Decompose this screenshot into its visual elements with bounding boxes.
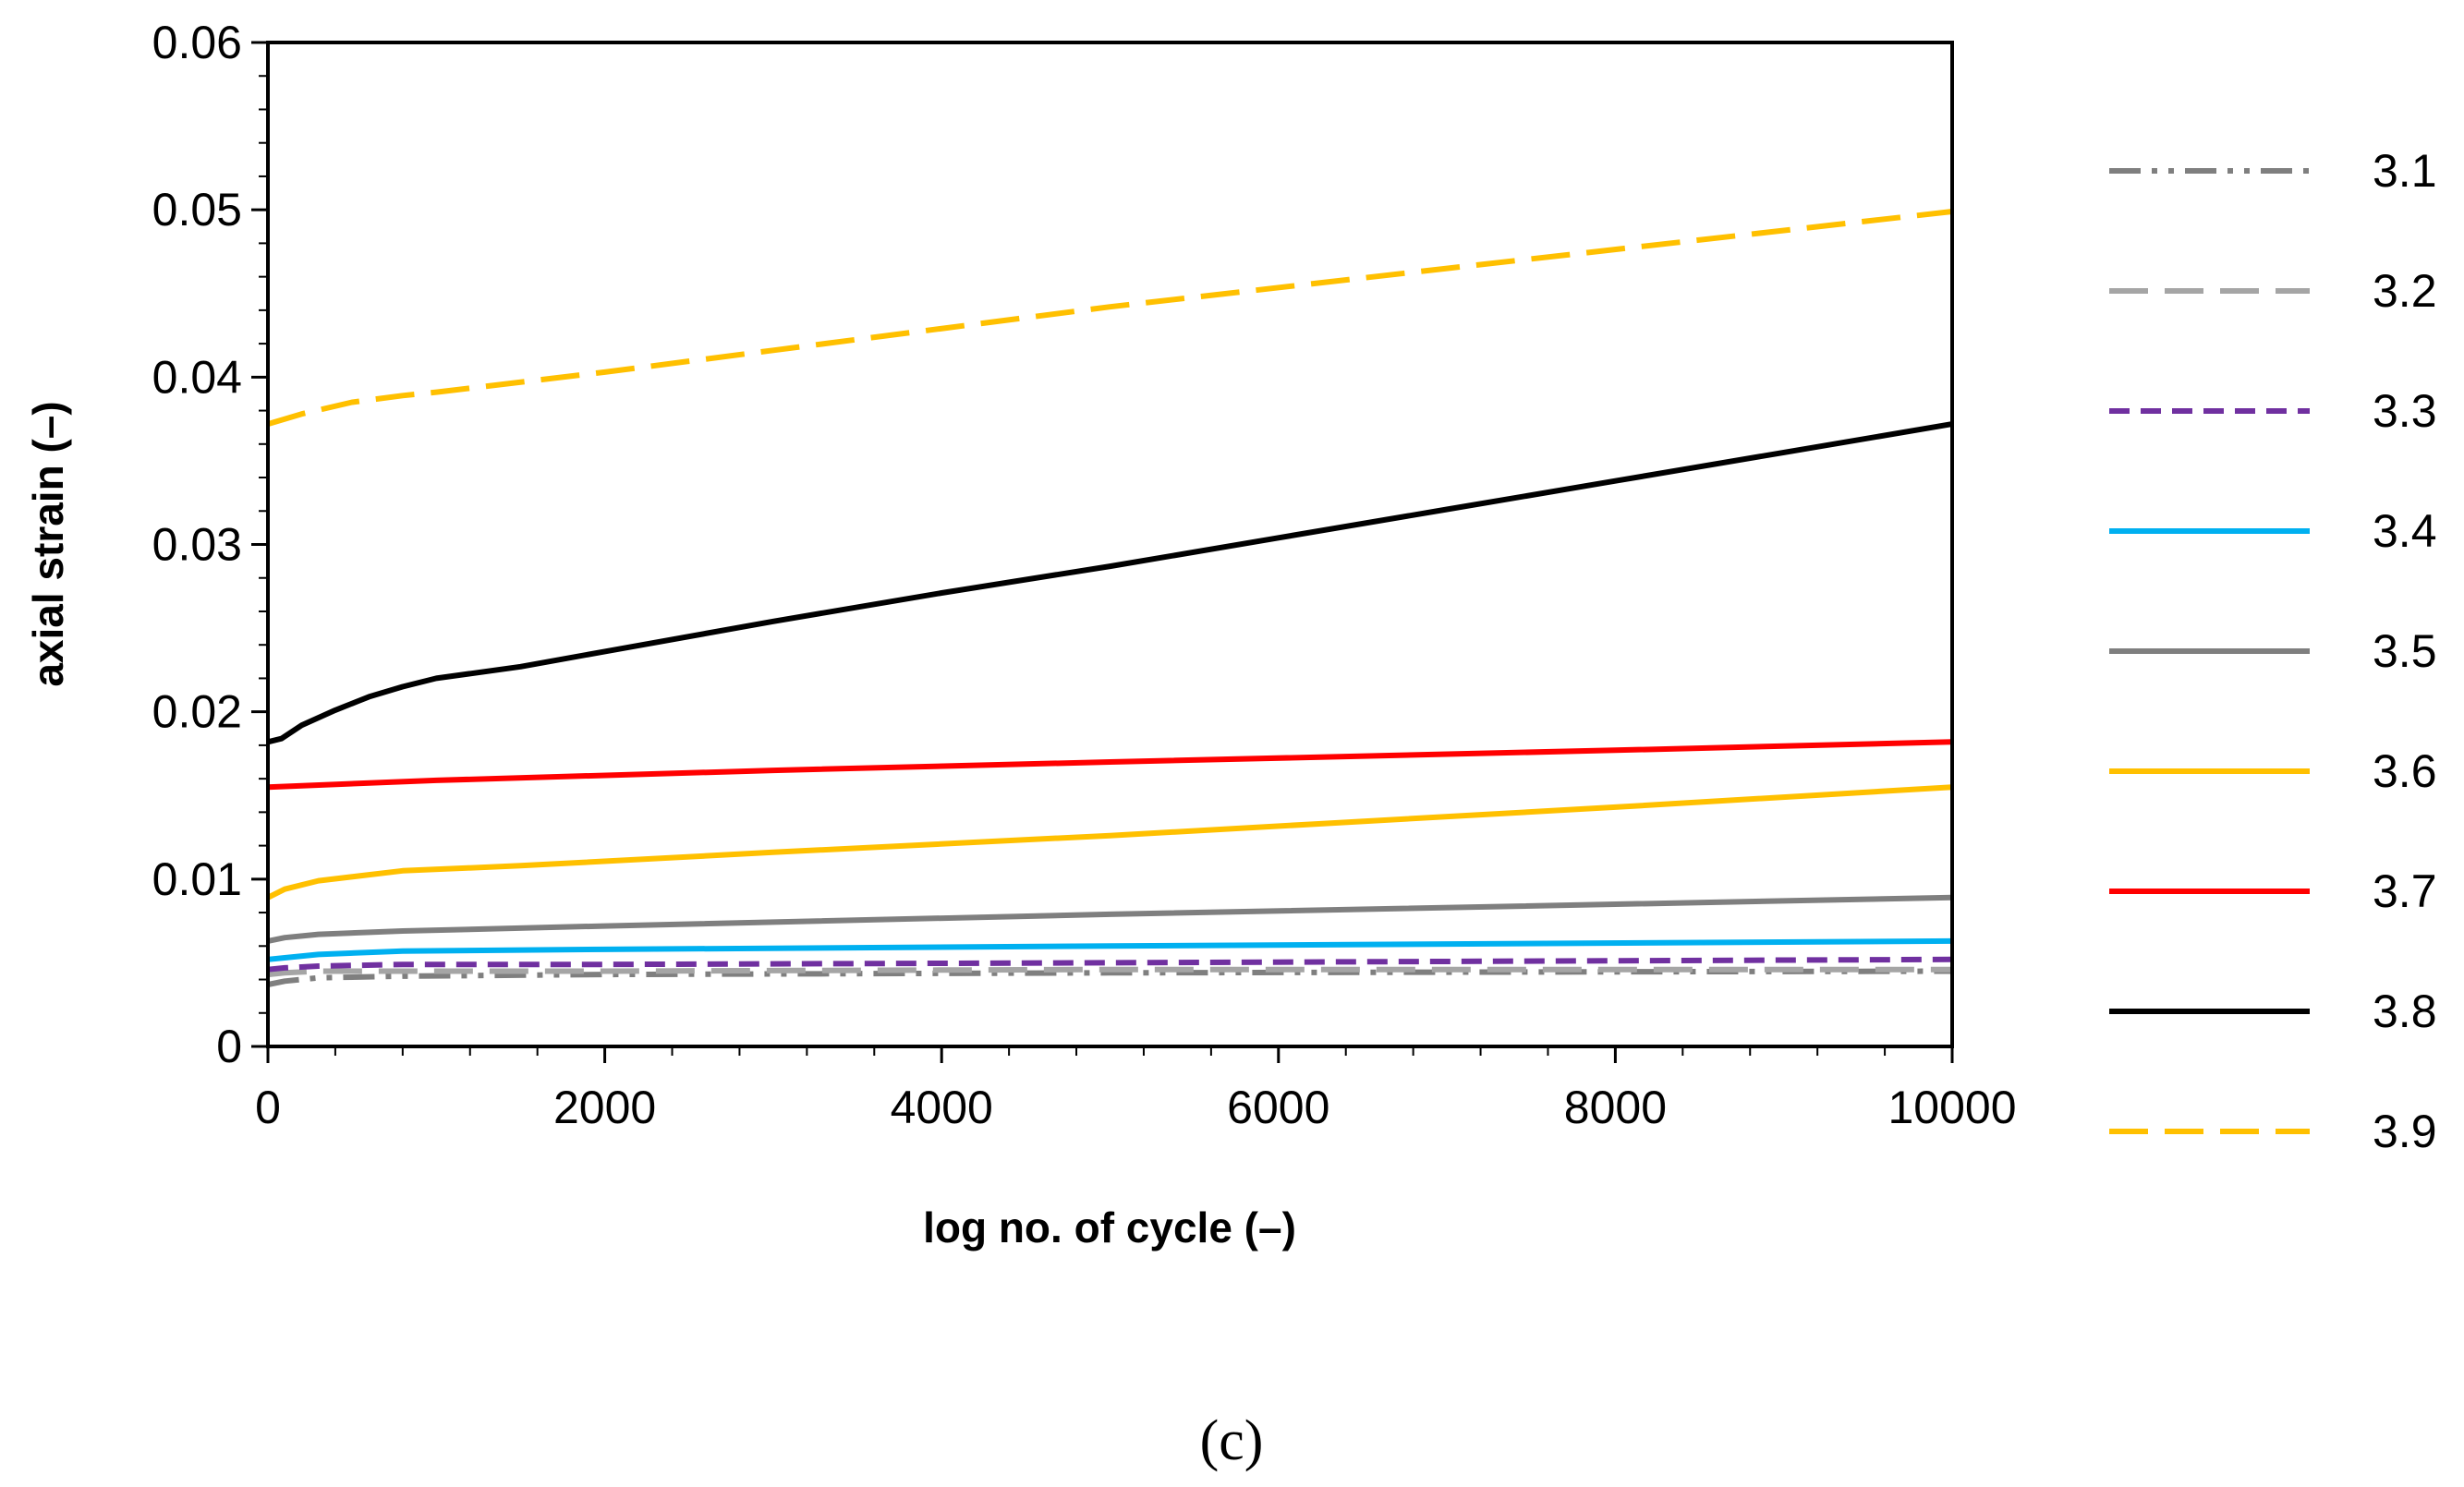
x-tick-label: 2000 xyxy=(553,1082,656,1133)
series-layer xyxy=(266,209,1953,987)
y-tick-label: 0.06 xyxy=(152,17,242,68)
series-line-3-2 xyxy=(267,966,1952,978)
legend-label-3-5: 3.5 xyxy=(2373,625,2437,677)
y-tick-label: 0.02 xyxy=(152,686,242,738)
legend: 3.1 3.2 3.3 3.4 3.5 3.6 3.7 3.8 3.9 xyxy=(2109,145,2437,1157)
legend-label-3-8: 3.8 xyxy=(2373,985,2437,1037)
axis-layer: 0 0.01 0.02 0.03 0.04 0.05 0.06 0 2000 4000 6000 80… xyxy=(152,17,2017,1133)
legend-label-3-6: 3.6 xyxy=(2373,745,2437,797)
x-tick-label: 8000 xyxy=(1564,1082,1667,1133)
legend-label-3-9: 3.9 xyxy=(2373,1106,2437,1157)
series-line-3-3 xyxy=(267,956,1953,973)
series-line-3-7 xyxy=(267,739,1953,791)
series-line-3-4 xyxy=(267,937,1953,962)
series-line-3-6 xyxy=(266,784,1953,901)
y-tick-label: 0.05 xyxy=(152,184,242,236)
y-tick-label: 0.03 xyxy=(152,519,242,571)
legend-label-3-2: 3.2 xyxy=(2373,265,2437,317)
series-line-3-5 xyxy=(267,894,1953,944)
figure-caption: (c) xyxy=(1200,1409,1264,1472)
legend-label-3-3: 3.3 xyxy=(2373,385,2437,437)
y-tick-label: 0.01 xyxy=(152,853,242,905)
x-tick-label: 10000 xyxy=(1887,1082,2016,1133)
x-tick-label: 6000 xyxy=(1227,1082,1329,1133)
y-axis-title: axial strain (–) xyxy=(24,401,72,686)
legend-label-3-1: 3.1 xyxy=(2373,145,2437,197)
y-tick-label: 0 xyxy=(216,1021,242,1072)
series-line-3-9 xyxy=(267,209,1953,427)
series-line-3-1 xyxy=(267,968,1953,987)
series-line-3-8 xyxy=(267,421,1953,745)
legend-label-3-4: 3.4 xyxy=(2373,505,2437,557)
x-tick-label: 4000 xyxy=(891,1082,993,1133)
legend-label-3-7: 3.7 xyxy=(2373,865,2437,917)
x-axis-title: log no. of cycle (–) xyxy=(923,1203,1296,1251)
x-tick-label: 0 xyxy=(255,1082,281,1133)
y-tick-label: 0.04 xyxy=(152,351,242,403)
